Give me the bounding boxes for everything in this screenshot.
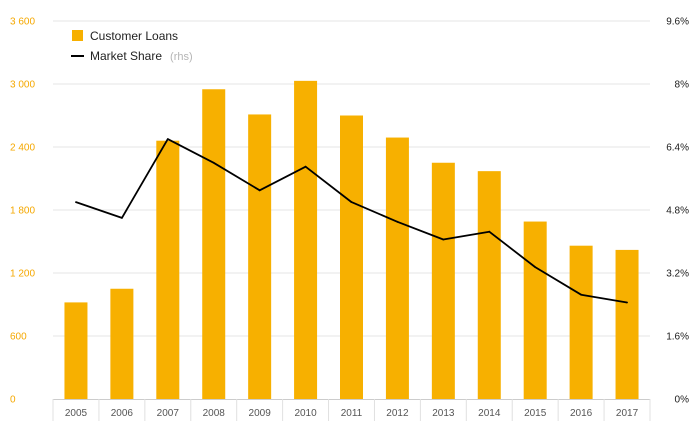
- x-tick-label: 2016: [570, 408, 593, 419]
- bar-customer-loans: [477, 171, 501, 399]
- x-tick-label: 2008: [203, 408, 226, 419]
- y-left-tick-label: 1 200: [10, 269, 35, 280]
- y-right-tick-label: 3.2%: [666, 269, 689, 280]
- legend-label-market-share-text: Market Share: [90, 49, 162, 63]
- y-left-tick-label: 0: [10, 395, 16, 406]
- point-market-share: [166, 138, 169, 141]
- bar-customer-loans: [64, 302, 88, 399]
- point-market-share: [212, 161, 215, 164]
- y-left-tick-label: 2 400: [10, 143, 35, 154]
- bar-customer-loans: [156, 140, 180, 399]
- bar-customer-loans: [385, 137, 409, 400]
- x-tick-label: 2014: [478, 408, 501, 419]
- y-right-tick-label: 9.6%: [666, 17, 689, 28]
- x-tick-label: 2005: [65, 408, 88, 419]
- y-left-tick-label: 1 800: [10, 206, 35, 217]
- point-market-share: [442, 238, 445, 241]
- x-tick-label: 2017: [616, 408, 639, 419]
- line-series-market-share: [75, 138, 628, 304]
- point-market-share: [488, 230, 491, 233]
- x-tick-label: 2007: [157, 408, 180, 419]
- bar-customer-loans: [340, 115, 363, 399]
- bar-customer-loans: [523, 221, 547, 399]
- bar-customer-loans: [202, 89, 226, 399]
- x-tick-label: 2015: [524, 408, 547, 419]
- point-market-share: [120, 216, 123, 219]
- x-tick-label: 2006: [111, 408, 134, 419]
- x-tick-label: 2011: [341, 408, 363, 419]
- bar-customer-loans: [110, 288, 134, 399]
- point-market-share: [75, 201, 77, 204]
- y-left-tick-label: 3 000: [10, 80, 35, 91]
- x-tick-label: 2010: [294, 408, 317, 419]
- point-market-share: [580, 293, 583, 296]
- y-left-tick-label: 3 600: [10, 17, 35, 28]
- legend: Customer Loans Market Share (rhs): [71, 29, 193, 64]
- y-right-tick-label: 1.6%: [666, 332, 689, 343]
- point-market-share: [350, 201, 353, 204]
- legend-label-customer-loans: Customer Loans: [90, 29, 178, 43]
- y-right-tick-label: 4.8%: [666, 206, 689, 217]
- y-right-tick-label: 8%: [675, 80, 690, 91]
- point-market-share: [534, 266, 537, 268]
- legend-label-market-share-note: (rhs): [170, 51, 193, 63]
- point-market-share: [258, 189, 261, 192]
- x-tick-label: 2012: [386, 408, 409, 419]
- bar-series-customer-loans: [64, 80, 639, 400]
- axes: 0 600 1 200 1 800 2 400 3 000 3 600 0% 1.6% 3.2% 4…: [10, 17, 690, 421]
- x-tick-label: 2013: [432, 408, 455, 419]
- x-tick-label: 2009: [249, 408, 272, 419]
- y-right-tick-label: 0%: [675, 395, 690, 406]
- point-market-share: [396, 220, 399, 223]
- y-left-tick-label: 600: [10, 332, 27, 343]
- legend-label-market-share: Market Share (rhs): [90, 47, 193, 64]
- legend-swatch-customer-loans: [72, 30, 83, 41]
- bar-customer-loans: [294, 80, 318, 399]
- point-market-share: [626, 301, 628, 304]
- bar-customer-loans: [431, 162, 455, 399]
- bar-customer-loans: [569, 245, 593, 399]
- y-right-tick-label: 6.4%: [666, 143, 689, 154]
- bar-customer-loans: [248, 114, 272, 399]
- point-market-share: [304, 165, 307, 168]
- bar-customer-loans: [615, 249, 639, 399]
